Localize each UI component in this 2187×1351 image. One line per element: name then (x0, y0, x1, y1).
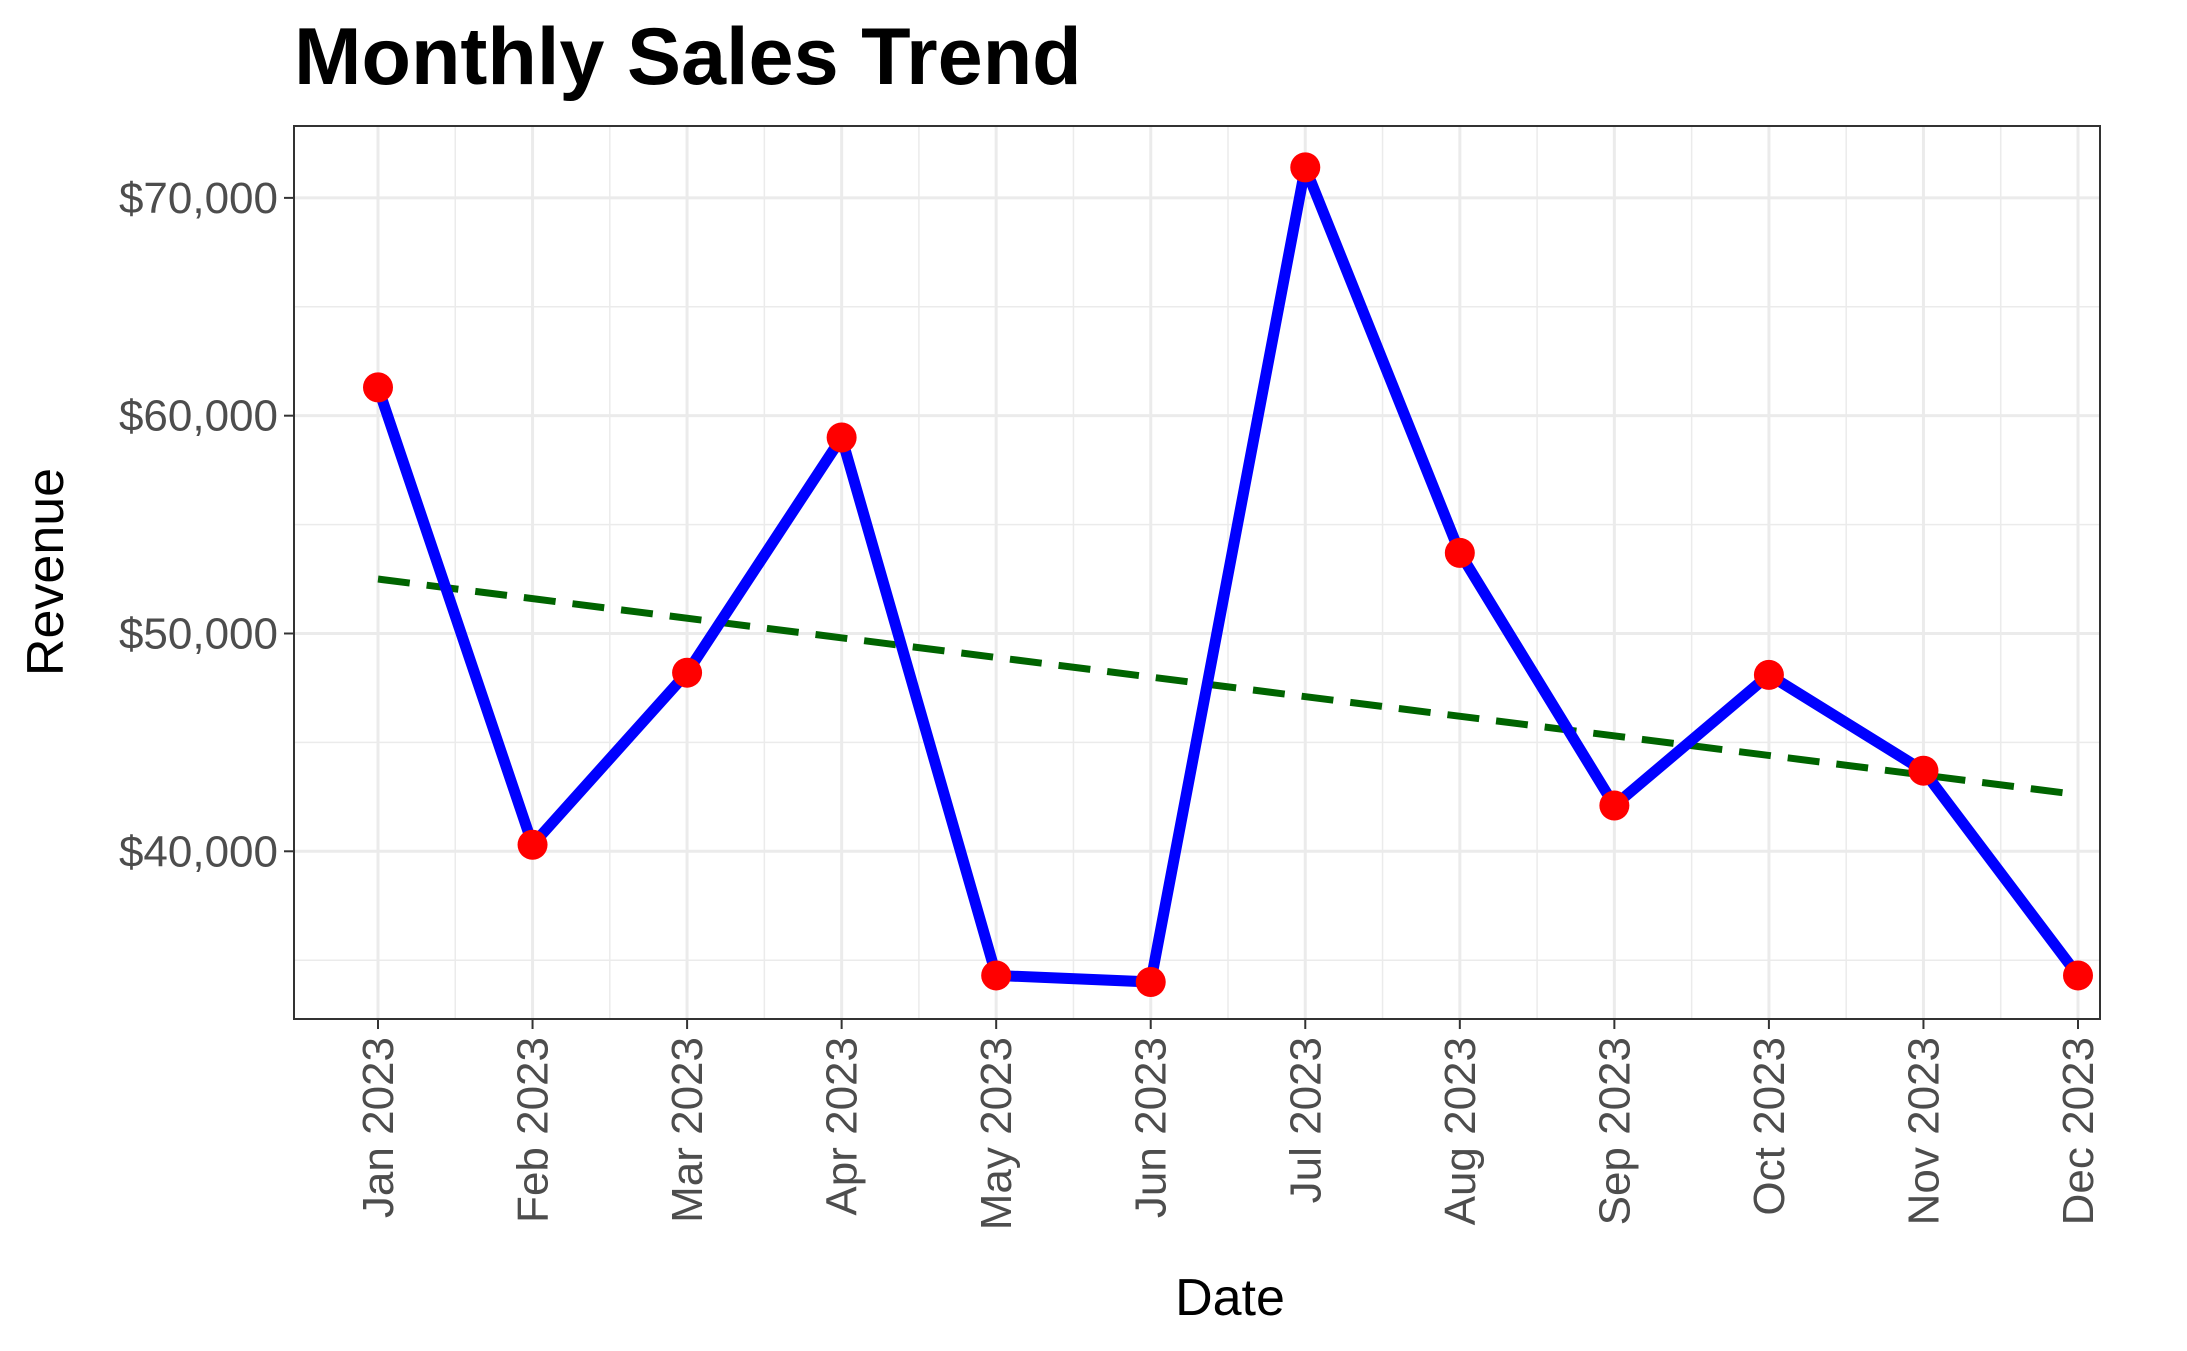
data-point (363, 372, 393, 403)
x-tick-label: Sep 2023 (1590, 1037, 1639, 1225)
x-axis-title: Date (1175, 1269, 1285, 1327)
y-tick-label: $60,000 (119, 392, 278, 441)
data-point (1908, 755, 1939, 786)
x-tick-label: Oct 2023 (1745, 1037, 1794, 1216)
x-tick-label: Feb 2023 (509, 1037, 558, 1223)
panel-border (293, 125, 2101, 1020)
x-tick-label: Aug 2023 (1436, 1037, 1485, 1225)
data-point (1599, 790, 1630, 821)
x-tick-label: Jul 2023 (1281, 1037, 1330, 1203)
data-point (981, 960, 1012, 991)
x-tick-label: May 2023 (972, 1037, 1021, 1230)
x-tick-label: Dec 2023 (2054, 1037, 2103, 1225)
panel-background (294, 126, 2100, 1019)
x-tick-label: Nov 2023 (1899, 1037, 1948, 1225)
data-point (1135, 966, 1166, 997)
data-point (2063, 960, 2093, 991)
chart-title: Monthly Sales Trend (294, 12, 1082, 102)
data-point (517, 829, 548, 860)
data-point (672, 657, 703, 688)
x-tick-label: Jun 2023 (1127, 1037, 1176, 1218)
y-tick-label: $50,000 (119, 609, 278, 658)
axes: $40,000 $50,000 $60,000 $70,000 Jan 2023 Feb … (119, 174, 2103, 1230)
x-tick-label: Apr 2023 (818, 1037, 867, 1216)
points-group (363, 152, 2093, 997)
data-point (826, 422, 857, 453)
y-tick-label: $40,000 (119, 827, 278, 876)
series-line (372, 161, 2083, 988)
series-group (372, 161, 2083, 988)
trend-line-group (377, 575, 2079, 799)
trend-line (377, 575, 2079, 799)
x-tick-label: Jan 2023 (354, 1037, 403, 1218)
x-tick-label: Mar 2023 (663, 1037, 712, 1223)
y-axis-title: Revenue (17, 468, 75, 676)
data-point (1290, 152, 1321, 183)
y-tick-label: $70,000 (119, 174, 278, 223)
grid (294, 126, 2100, 1019)
data-point (1444, 537, 1475, 568)
data-point (1753, 659, 1784, 690)
